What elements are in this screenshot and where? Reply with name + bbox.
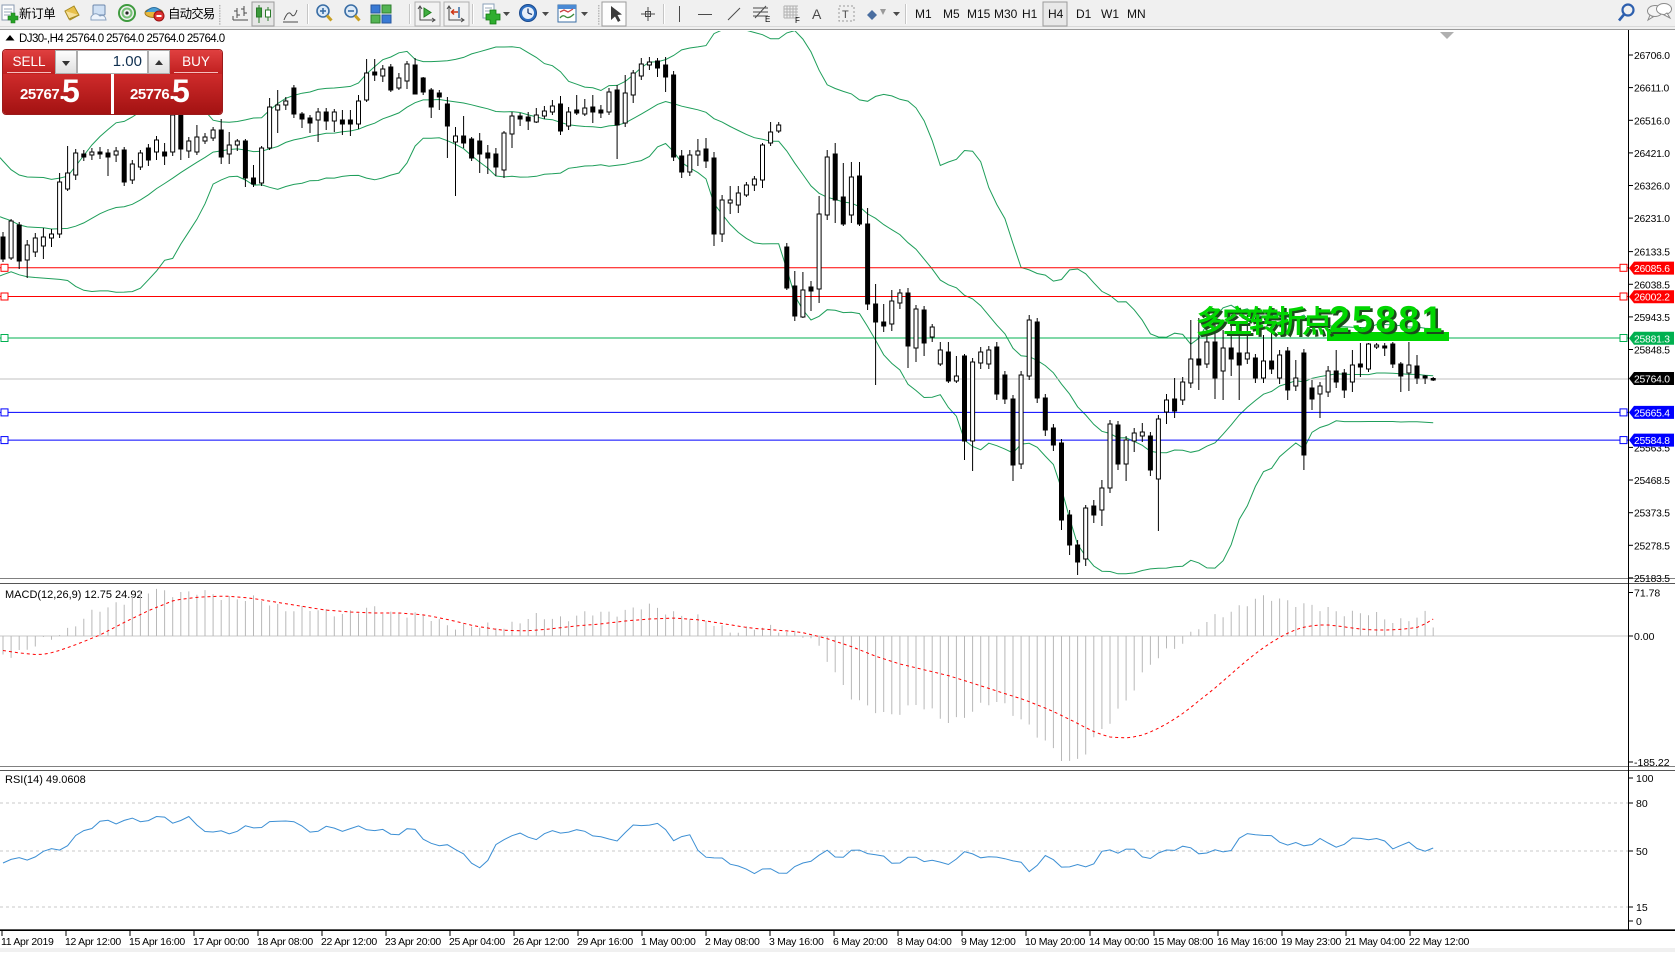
- svg-text:MACD(12,26,9) 12.75 24.92: MACD(12,26,9) 12.75 24.92: [5, 589, 143, 601]
- svg-text:50: 50: [1636, 846, 1648, 858]
- svg-text:26038.5: 26038.5: [1634, 280, 1670, 291]
- svg-text:MN: MN: [1127, 7, 1146, 21]
- svg-text:26421.0: 26421.0: [1634, 149, 1670, 160]
- svg-text:14 May 00:00: 14 May 00:00: [1089, 936, 1149, 948]
- svg-text:25848.5: 25848.5: [1634, 346, 1670, 357]
- svg-text:15 May 08:00: 15 May 08:00: [1153, 936, 1213, 948]
- svg-text:1 May 00:00: 1 May 00:00: [641, 936, 696, 948]
- svg-text:26002.2: 26002.2: [1634, 293, 1670, 304]
- svg-text:26706.0: 26706.0: [1634, 51, 1670, 62]
- svg-text:25183.5: 25183.5: [1634, 574, 1670, 585]
- svg-text:26231.0: 26231.0: [1634, 214, 1670, 225]
- svg-text:M5: M5: [943, 7, 960, 21]
- svg-text:25881.3: 25881.3: [1634, 334, 1670, 345]
- svg-text:A: A: [812, 6, 822, 22]
- svg-text:10 May 20:00: 10 May 20:00: [1025, 936, 1085, 948]
- svg-text:E: E: [765, 15, 770, 24]
- svg-text:F: F: [795, 16, 800, 25]
- svg-text:T: T: [842, 9, 849, 21]
- svg-text:25764.0: 25764.0: [1634, 375, 1670, 386]
- svg-text:多空转折点25881: 多空转折点25881: [1196, 299, 1445, 340]
- svg-text:17 Apr 00:00: 17 Apr 00:00: [193, 936, 249, 948]
- svg-text:26085.6: 26085.6: [1634, 264, 1670, 275]
- svg-text:多空转折点25881: 多空转折点25881: [1199, 301, 1448, 342]
- svg-text:16 May 16:00: 16 May 16:00: [1217, 936, 1277, 948]
- svg-text:0.00: 0.00: [1634, 631, 1655, 643]
- svg-text:15 Apr 16:00: 15 Apr 16:00: [129, 936, 185, 948]
- svg-text:11 Apr 2019: 11 Apr 2019: [1, 936, 54, 948]
- svg-text:22 May 12:00: 22 May 12:00: [1409, 936, 1469, 948]
- svg-text:新订单: 新订单: [19, 6, 55, 21]
- svg-text:22 Apr 12:00: 22 Apr 12:00: [321, 936, 377, 948]
- svg-text:26326.0: 26326.0: [1634, 182, 1670, 193]
- svg-text:25584.8: 25584.8: [1634, 436, 1670, 447]
- svg-text:0: 0: [1636, 916, 1642, 928]
- svg-text:21 May 04:00: 21 May 04:00: [1345, 936, 1405, 948]
- svg-text:自动交易: 自动交易: [168, 6, 215, 21]
- svg-text:H1: H1: [1022, 7, 1038, 21]
- svg-text:18 Apr 08:00: 18 Apr 08:00: [257, 936, 313, 948]
- svg-text:M15: M15: [967, 7, 991, 21]
- svg-text:H4: H4: [1048, 7, 1064, 21]
- svg-text:-185.22: -185.22: [1634, 757, 1670, 769]
- svg-text:26 Apr 12:00: 26 Apr 12:00: [513, 936, 569, 948]
- svg-text:23 Apr 20:00: 23 Apr 20:00: [385, 936, 441, 948]
- svg-text:25468.5: 25468.5: [1634, 476, 1670, 487]
- svg-text:M30: M30: [994, 7, 1018, 21]
- svg-text:6 May 20:00: 6 May 20:00: [833, 936, 888, 948]
- svg-text:RSI(14) 49.0608: RSI(14) 49.0608: [5, 774, 86, 786]
- svg-text:3 May 16:00: 3 May 16:00: [769, 936, 824, 948]
- svg-text:DJ30-,H4 25764.0 25764.0 2576: DJ30-,H4 25764.0 25764.0 25764.0 25764.0: [19, 33, 225, 45]
- svg-text:2 May 08:00: 2 May 08:00: [705, 936, 760, 948]
- svg-text:25373.5: 25373.5: [1634, 509, 1670, 520]
- svg-text:9 May 12:00: 9 May 12:00: [961, 936, 1016, 948]
- svg-text:71.78: 71.78: [1634, 588, 1660, 600]
- svg-text:D1: D1: [1076, 7, 1092, 21]
- svg-text:15: 15: [1636, 902, 1648, 914]
- svg-text:12 Apr 12:00: 12 Apr 12:00: [65, 936, 121, 948]
- svg-text:80: 80: [1636, 798, 1648, 810]
- svg-text:W1: W1: [1101, 7, 1119, 21]
- svg-text:25278.5: 25278.5: [1634, 541, 1670, 552]
- svg-text:25943.5: 25943.5: [1634, 313, 1670, 324]
- svg-text:19 May 23:00: 19 May 23:00: [1281, 936, 1341, 948]
- svg-text:26516.0: 26516.0: [1634, 116, 1670, 127]
- svg-text:25665.4: 25665.4: [1634, 408, 1670, 419]
- svg-text:25563.5: 25563.5: [1634, 443, 1670, 454]
- svg-text:25 Apr 04:00: 25 Apr 04:00: [449, 936, 505, 948]
- svg-text:26611.0: 26611.0: [1634, 84, 1670, 95]
- svg-text:8 May 04:00: 8 May 04:00: [897, 936, 952, 948]
- svg-text:26133.5: 26133.5: [1634, 248, 1670, 259]
- svg-text:M1: M1: [915, 7, 932, 21]
- svg-text:100: 100: [1636, 773, 1654, 785]
- svg-text:29 Apr 16:00: 29 Apr 16:00: [577, 936, 633, 948]
